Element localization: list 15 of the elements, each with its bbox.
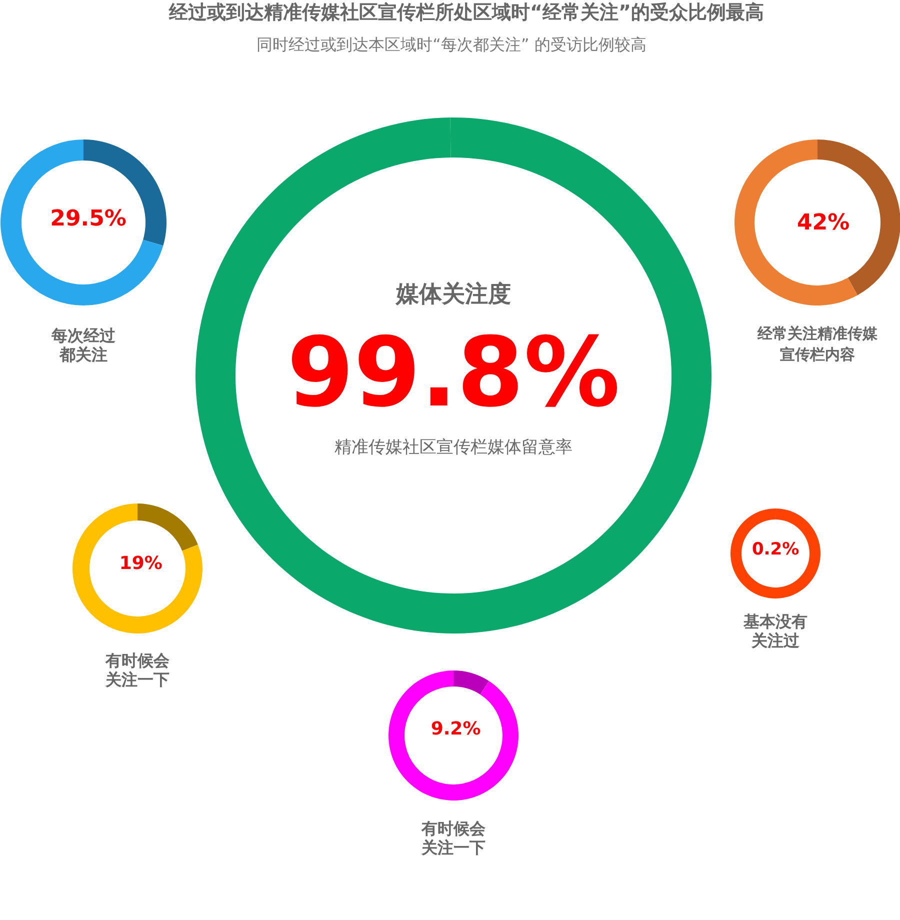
data-label: 0.2% bbox=[752, 540, 800, 560]
text: 经常关注精准传媒宣传栏内容 bbox=[756, 324, 878, 364]
text: 精准传媒社区宣传栏媒体留意率 bbox=[334, 438, 572, 458]
data-label: 29.5% bbox=[50, 206, 126, 232]
text: 有时候会关注一下 bbox=[104, 651, 170, 689]
text: 每次经过都关注 bbox=[50, 326, 116, 364]
data-label: 19% bbox=[119, 553, 162, 574]
text: 有时候会关注一下 bbox=[420, 819, 486, 857]
text: 媒体关注度 bbox=[395, 280, 511, 308]
data-label: 9.2% bbox=[430, 718, 481, 740]
data-label: 99.8% bbox=[286, 316, 620, 428]
text: 基本没有关注过 bbox=[742, 612, 808, 650]
text: 同时经过或到达本区域时“每次都关注” 的受访比例较高 bbox=[256, 35, 646, 54]
text: 经过或到达精准传媒社区宣传栏所处区域时“经常关注”的受众比例最高 bbox=[168, 2, 764, 24]
data-label: 42% bbox=[796, 210, 850, 236]
